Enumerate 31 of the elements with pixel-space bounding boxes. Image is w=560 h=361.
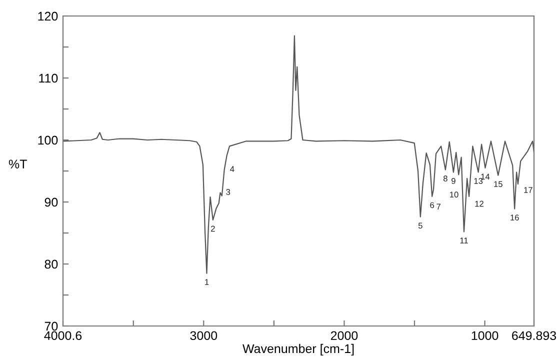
annotation: 17 — [524, 187, 532, 193]
annotation: 12 — [475, 200, 484, 207]
annotation: 7 — [436, 204, 440, 210]
annotation: 13 — [474, 178, 483, 184]
x-tick-label: 2000 — [330, 331, 358, 340]
y-tick-label: 90 — [44, 198, 58, 207]
annotation: 9 — [452, 178, 456, 184]
y-tick-label: 80 — [44, 260, 58, 269]
x-axis-title: Wavenumber [cm-1] — [242, 344, 354, 356]
annotation: 14 — [481, 174, 490, 180]
y-tick-label: 100 — [38, 136, 58, 145]
annotation: 8 — [443, 176, 448, 182]
annotation: 16 — [510, 214, 519, 220]
annotation: 10 — [450, 192, 458, 198]
y-tick-label: 70 — [44, 322, 58, 331]
annotation: 15 — [494, 181, 502, 188]
annotation: 2 — [211, 226, 215, 232]
annotation: 3 — [226, 189, 230, 195]
annotation: 4 — [230, 166, 234, 172]
annotation: 1 — [205, 279, 209, 285]
x-tick-label: 3000 — [190, 331, 218, 340]
line-series — [63, 35, 534, 274]
x-tick-label: 649.893 — [512, 331, 556, 340]
y-axis-title: %T — [8, 160, 27, 168]
annotation: 11 — [460, 238, 468, 244]
x-tick-label: 1000 — [472, 331, 498, 340]
y-tick-label: 110 — [39, 74, 58, 83]
x-tick-label: 4000.6 — [44, 331, 82, 340]
annotation: 6 — [430, 202, 434, 208]
y-tick-label: 120 — [38, 12, 58, 21]
annotation: 5 — [418, 222, 422, 229]
